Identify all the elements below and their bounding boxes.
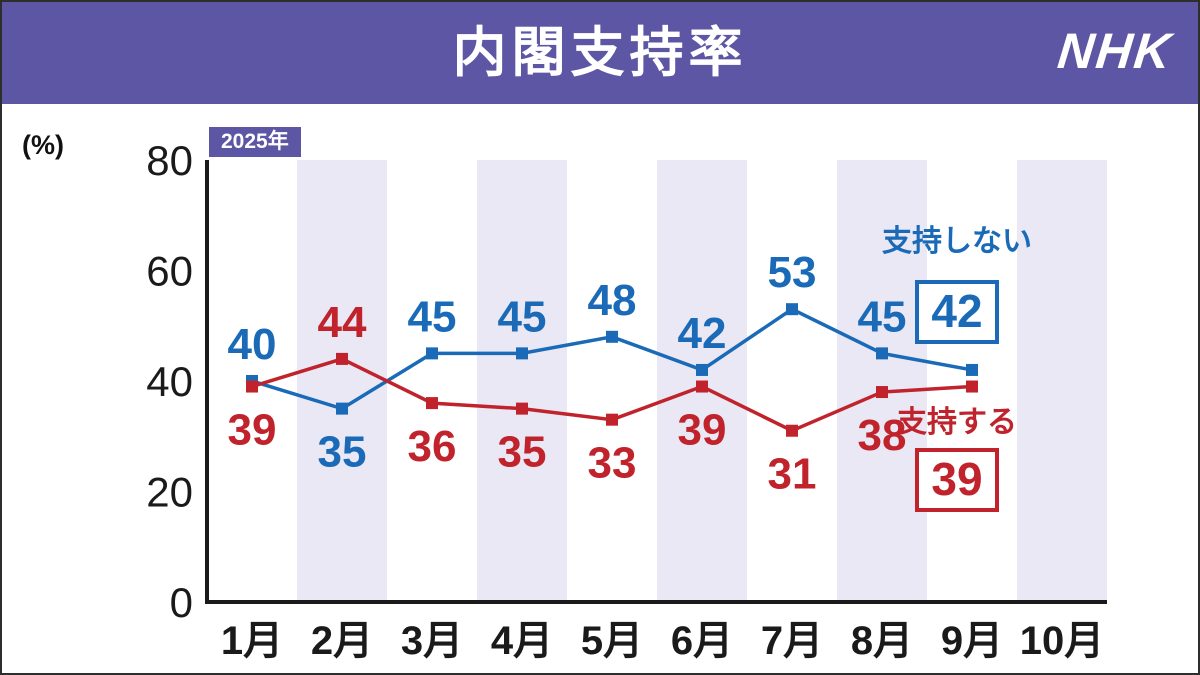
value-label: 48 <box>588 276 637 325</box>
data-point <box>696 380 708 393</box>
value-label: 40 <box>228 320 277 369</box>
value-label: 39 <box>228 406 277 455</box>
x-month-label: 1月 <box>221 619 283 663</box>
value-label: 45 <box>498 292 547 341</box>
series-0: 40 35 45 45 48 42 53 45 <box>228 248 978 477</box>
value-label: 45 <box>408 292 457 341</box>
x-month-label: 6月 <box>671 619 733 663</box>
value-label: 53 <box>768 248 817 297</box>
data-point <box>966 363 978 376</box>
axes <box>205 160 1107 604</box>
data-point <box>426 347 438 360</box>
value-label: 42 <box>678 309 727 358</box>
y-tick-label: 20 <box>146 469 193 516</box>
y-tick-label: 60 <box>146 248 193 295</box>
data-point <box>606 330 618 343</box>
x-month-label: 7月 <box>761 619 823 663</box>
header-bar: 内閣支持率 NHK <box>2 2 1198 104</box>
series-1: 39 44 36 35 33 39 31 38 <box>228 298 978 499</box>
value-label: 36 <box>408 422 457 471</box>
approval-line-chart: 80 60 40 20 0 1月 2月 3月 4月 5月 6月 7月 8月 9月 10月 40 35 45 45 48… <box>146 137 1107 663</box>
nhk-logo: NHK <box>1054 23 1175 79</box>
value-label: 38 <box>858 411 907 460</box>
chart-area: (%) 2025年 80 60 40 20 0 1月 2月 3月 4月 5月 6月 7月 8月 9月 10月… <box>2 104 1198 673</box>
y-tick-label: 80 <box>146 137 193 184</box>
data-point <box>876 347 888 360</box>
y-tick-label: 0 <box>170 579 193 626</box>
y-axis-labels: 80 60 40 20 0 <box>146 137 193 626</box>
value-label: 44 <box>318 298 367 347</box>
x-month-label: 8月 <box>851 619 913 663</box>
data-point <box>246 380 258 393</box>
data-point <box>786 424 798 437</box>
month-stripe <box>477 160 567 602</box>
month-stripes <box>297 160 1107 602</box>
data-point <box>966 380 978 393</box>
value-label: 33 <box>588 439 637 488</box>
x-month-label: 9月 <box>941 619 1003 663</box>
y-tick-label: 40 <box>146 358 193 405</box>
page-title: 内閣支持率 <box>452 23 748 83</box>
year-badge: 2025年 <box>209 127 301 157</box>
y-axis-unit-label: (%) <box>22 130 64 160</box>
value-label: 35 <box>318 428 367 477</box>
data-point <box>516 402 528 415</box>
x-axis-labels: 1月 2月 3月 4月 5月 6月 7月 8月 9月 10月 <box>221 619 1104 663</box>
value-label: 31 <box>768 450 817 499</box>
data-point <box>336 402 348 415</box>
data-point <box>786 303 798 316</box>
x-month-label: 3月 <box>401 619 463 663</box>
month-stripe <box>297 160 387 602</box>
data-point <box>426 397 438 410</box>
x-month-label: 4月 <box>491 619 553 663</box>
data-point <box>336 352 348 365</box>
x-month-label: 2月 <box>311 619 373 663</box>
data-point <box>516 347 528 360</box>
data-point <box>876 386 888 399</box>
data-point <box>606 413 618 426</box>
value-label: 39 <box>678 406 727 455</box>
value-label: 35 <box>498 428 547 477</box>
month-stripe <box>837 160 927 602</box>
x-month-label: 5月 <box>581 619 643 663</box>
month-stripe <box>1017 160 1107 602</box>
x-month-label: 10月 <box>1020 619 1105 663</box>
value-label: 45 <box>858 292 907 341</box>
data-point <box>696 363 708 376</box>
